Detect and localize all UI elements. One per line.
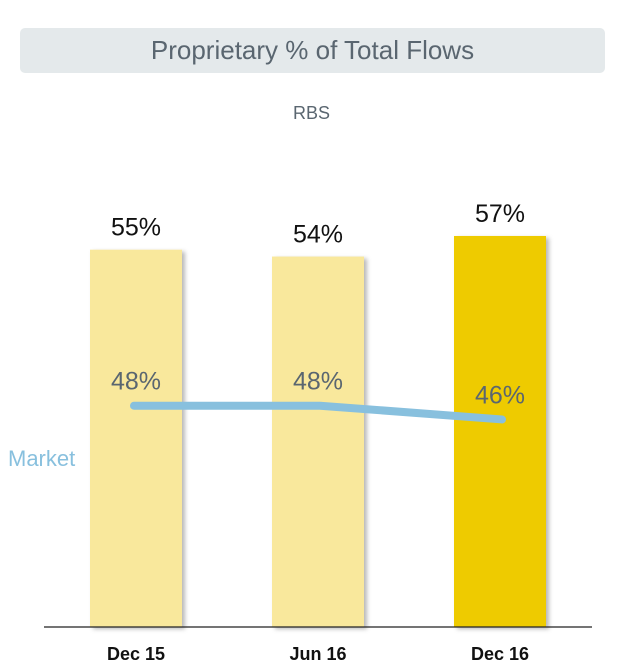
bar-jun-16	[272, 256, 364, 627]
chart-title: Proprietary % of Total Flows	[20, 28, 605, 73]
x-tick-label: Dec 16	[471, 644, 529, 664]
x-tick-label: Jun 16	[289, 644, 346, 664]
labels-layer: 55% Dec 15 54% Jun 16 57% Dec 16 48% 48% 46%	[107, 200, 529, 664]
market-value-label: 48%	[111, 368, 161, 396]
bars-layer	[90, 235, 546, 628]
chart-subtitle: RBS	[292, 103, 330, 123]
market-series-label: Market	[8, 446, 75, 471]
market-value-label: 48%	[293, 368, 343, 396]
bar-value-label: 54%	[293, 221, 343, 249]
bar-value-label: 55%	[111, 214, 161, 242]
bar-dec-15	[90, 249, 182, 627]
bar-dec-16	[454, 235, 546, 628]
market-line	[130, 401, 506, 424]
market-line-layer	[130, 401, 506, 424]
market-value-label: 46%	[475, 381, 525, 409]
bar-value-label: 57%	[475, 200, 525, 228]
x-tick-label: Dec 15	[107, 644, 165, 664]
